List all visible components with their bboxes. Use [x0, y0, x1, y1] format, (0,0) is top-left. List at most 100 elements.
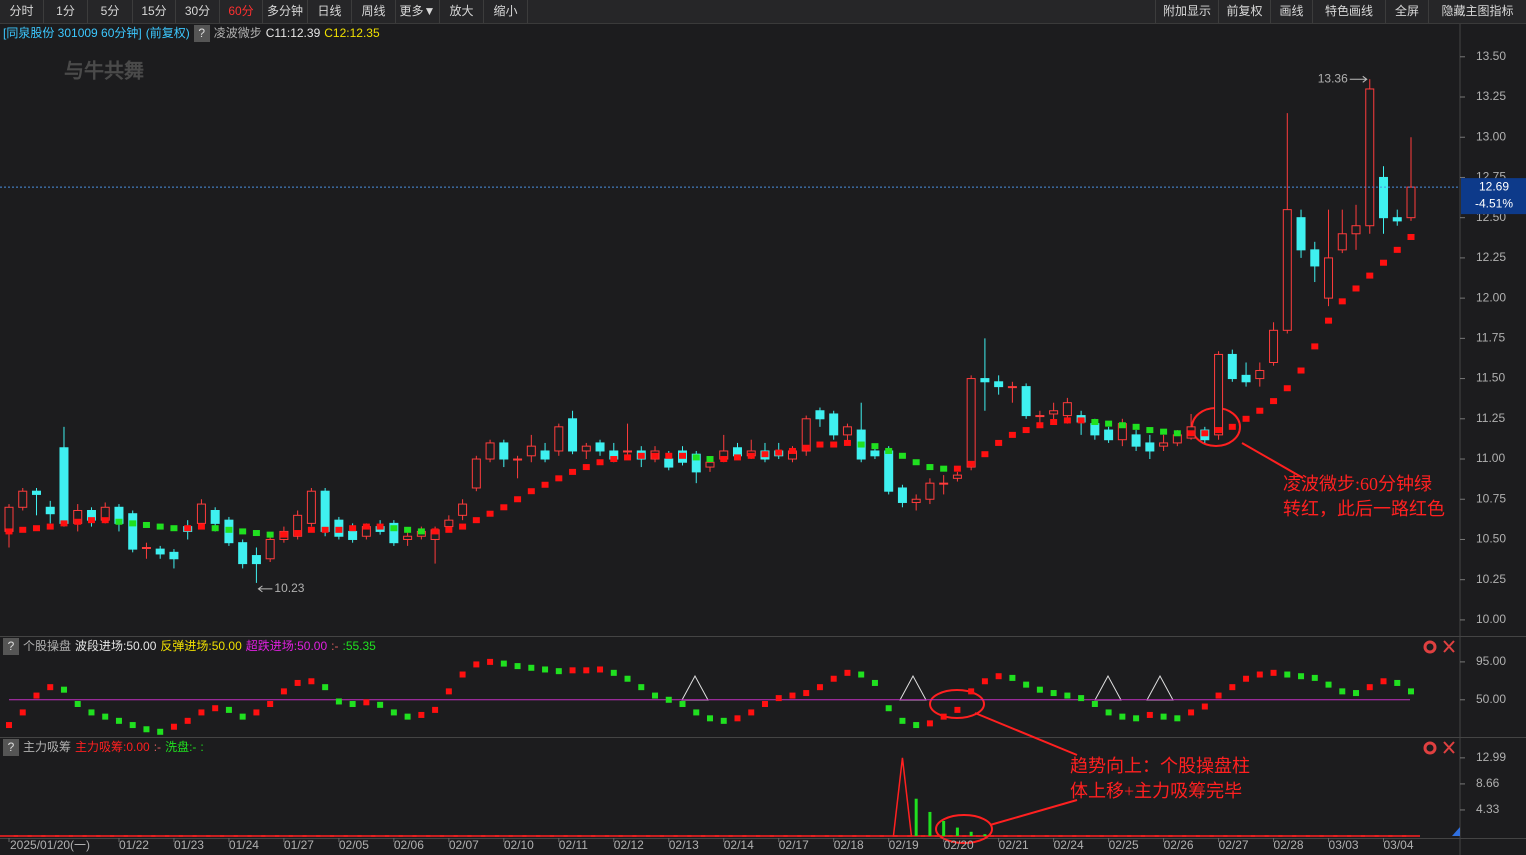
max-arrow	[1349, 75, 1368, 83]
x-tick-label: 01/24	[229, 838, 259, 852]
oscillator-bar	[1160, 713, 1167, 720]
oscillator-bar	[349, 701, 356, 707]
toolbar-button[interactable]: 5分	[88, 0, 133, 23]
settings-icon[interactable]	[1423, 640, 1437, 654]
candle-body	[1131, 434, 1141, 447]
oscillator-bar	[1366, 684, 1373, 691]
ma-dot	[1105, 420, 1113, 427]
close-icon[interactable]	[1443, 741, 1455, 754]
oscillator-bar	[1091, 701, 1098, 707]
ma-dot	[1146, 427, 1154, 434]
ma-dot	[637, 452, 645, 459]
ma-dot	[184, 525, 192, 532]
x-tick-label: 02/06	[394, 838, 424, 852]
ma-dot	[802, 444, 810, 451]
oscillator-bar	[88, 709, 95, 716]
y-tick-label: 10.75	[1476, 491, 1506, 505]
candle-body	[870, 450, 880, 457]
ma-dot	[830, 441, 838, 448]
oscillator-bar	[225, 706, 232, 713]
oscillator-bar	[624, 675, 631, 682]
watermark: 与牛共舞	[64, 58, 144, 82]
toolbar-button[interactable]: 1分	[44, 0, 88, 23]
ma-dot	[1393, 246, 1401, 253]
ma-dot	[1132, 423, 1140, 430]
oscillator-bar	[652, 692, 659, 699]
toolbar-button[interactable]: 缩小	[484, 0, 528, 23]
settings-icon[interactable]	[1423, 741, 1437, 755]
ma-dot	[307, 526, 315, 533]
oscillator-bar	[280, 688, 287, 695]
toolbar-button[interactable]: 日线	[308, 0, 352, 23]
oscillator-bar	[981, 678, 988, 685]
oscillator-bar	[514, 663, 521, 670]
oscillator-bar	[33, 692, 40, 699]
oscillator-bar	[418, 711, 425, 718]
toolbar-button[interactable]: 周线	[352, 0, 396, 23]
oscillator-bar	[679, 701, 686, 707]
toolbar-button[interactable]: 60分	[220, 0, 263, 23]
ma-dot	[761, 451, 769, 458]
legend-item: C12:12.35	[324, 26, 380, 40]
candle-body	[1145, 442, 1155, 452]
candle-body	[1007, 386, 1017, 389]
ma-dot	[527, 488, 535, 495]
candle-body	[18, 490, 28, 508]
ma-dot	[129, 520, 137, 527]
oscillator-bar	[1146, 711, 1153, 718]
oscillator-bar	[500, 660, 507, 667]
annotation-line	[974, 712, 1078, 756]
ma-dot	[1352, 285, 1360, 292]
ma-dot	[1270, 398, 1278, 405]
oscillator-bar	[830, 675, 837, 682]
oscillator-bar	[1064, 692, 1071, 699]
toolbar-button[interactable]: 多分钟	[263, 0, 308, 23]
candle-body	[623, 450, 633, 453]
candle-body	[403, 535, 413, 540]
oscillator-bar	[6, 722, 12, 729]
annotation: 转红，此后一路红色	[1283, 499, 1445, 519]
oscillator-bar	[1394, 679, 1401, 686]
toolbar-button[interactable]: 更多▼	[396, 0, 440, 23]
candle-body	[554, 426, 564, 452]
candle-body	[1159, 442, 1169, 447]
y-tick-label: 50.00	[1476, 692, 1506, 706]
annotation-line	[989, 799, 1078, 826]
ma-dot	[596, 459, 604, 466]
signal-triangle	[681, 674, 709, 701]
ma-dot	[1325, 317, 1333, 324]
help-button[interactable]: ?	[3, 638, 19, 655]
oscillator-bar	[761, 701, 768, 707]
signal-triangle	[899, 674, 927, 701]
x-tick-label: 01/22	[119, 838, 149, 852]
oscillator-bar	[1078, 695, 1085, 702]
ma-dot	[1036, 422, 1044, 429]
toolbar-button[interactable]: 15分	[133, 0, 176, 23]
ma-dot	[1173, 430, 1181, 437]
oscillator-bar	[583, 667, 590, 674]
candle-body	[196, 503, 206, 524]
candle-body	[1227, 353, 1237, 380]
y-tick-label: 12.99	[1476, 750, 1506, 764]
toolbar-button[interactable]: 30分	[176, 0, 220, 23]
toolbar-button[interactable]: 放大	[440, 0, 484, 23]
toolbar-button[interactable]: 分时	[0, 0, 44, 23]
candle-body	[664, 458, 674, 468]
ma-dot	[898, 452, 906, 459]
annotation: 趋势向上：个股操盘柱	[1070, 756, 1250, 776]
oscillator-bar	[720, 717, 727, 724]
last-price-box	[1461, 178, 1526, 215]
close-icon[interactable]	[1443, 640, 1455, 653]
corner-marker	[1452, 827, 1460, 836]
ma-dot	[376, 523, 384, 530]
legend-item: 洗盘:-	[165, 740, 197, 754]
spike-header: ? 主力吸筹 主力吸筹:0.00:- 洗盘:-:	[3, 739, 208, 756]
oscillator-bar	[1339, 688, 1346, 695]
ma-dot	[1338, 298, 1346, 305]
help-button[interactable]: ?	[3, 739, 19, 756]
toolbar-button[interactable]: 隐藏主图指标	[1428, 0, 1526, 23]
ma-dot	[46, 523, 54, 530]
candle-body	[815, 410, 825, 420]
x-tick-label: 2025/01/20(一)	[10, 838, 90, 852]
help-button[interactable]: ?	[193, 25, 210, 42]
